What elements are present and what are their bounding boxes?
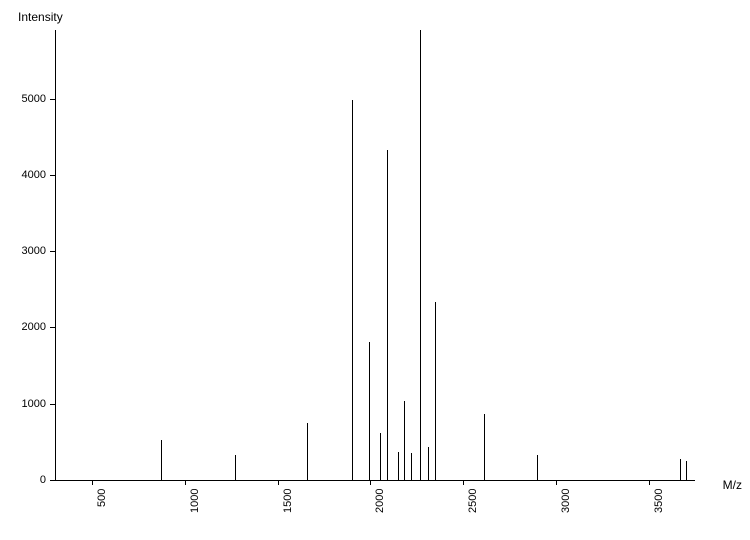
x-axis-title: M/z: [723, 478, 742, 492]
x-tick: [185, 480, 186, 485]
spectrum-peak: [398, 452, 399, 480]
y-tick: [50, 480, 55, 481]
x-tick: [649, 480, 650, 485]
x-tick-label: 3000: [560, 489, 572, 513]
x-tick-label: 3500: [653, 489, 665, 513]
y-axis-title: Intensity: [18, 10, 63, 24]
y-tick: [50, 99, 55, 100]
spectrum-peak: [686, 461, 687, 480]
spectrum-peak: [420, 30, 421, 480]
y-tick: [50, 175, 55, 176]
x-tick: [92, 480, 93, 485]
spectrum-peak: [404, 401, 405, 480]
y-axis-line: [55, 30, 56, 480]
spectrum-peak: [307, 423, 308, 480]
y-tick-label: 4000: [0, 169, 46, 181]
y-tick: [50, 251, 55, 252]
spectrum-peak: [411, 453, 412, 480]
y-tick-label: 0: [0, 474, 46, 486]
x-tick-label: 2500: [467, 489, 479, 513]
x-tick: [278, 480, 279, 485]
y-tick-label: 2000: [0, 321, 46, 333]
x-tick-label: 1500: [282, 489, 294, 513]
x-tick-label: 2000: [374, 489, 386, 513]
spectrum-peak: [537, 455, 538, 480]
x-tick: [370, 480, 371, 485]
x-tick: [463, 480, 464, 485]
y-tick-label: 3000: [0, 245, 46, 257]
spectrum-peak: [380, 433, 381, 480]
mass-spectrum-chart: Intensity M/z 0 1000 2000 3000 4000 5000 500 1…: [0, 0, 750, 540]
x-axis-line: [55, 480, 695, 481]
spectrum-peak: [352, 100, 353, 480]
spectrum-peak: [235, 455, 236, 480]
spectrum-peak: [387, 150, 388, 480]
x-tick: [556, 480, 557, 485]
spectrum-peak: [484, 414, 485, 480]
y-tick: [50, 327, 55, 328]
y-tick-label: 5000: [0, 93, 46, 105]
y-tick-label: 1000: [0, 398, 46, 410]
y-tick: [50, 404, 55, 405]
spectrum-peak: [369, 342, 370, 480]
spectrum-peak: [161, 440, 162, 480]
x-tick-label: 500: [96, 489, 108, 507]
spectrum-peak: [428, 447, 429, 480]
x-tick-label: 1000: [189, 489, 201, 513]
spectrum-peak: [680, 459, 681, 480]
spectrum-peak: [435, 302, 436, 480]
